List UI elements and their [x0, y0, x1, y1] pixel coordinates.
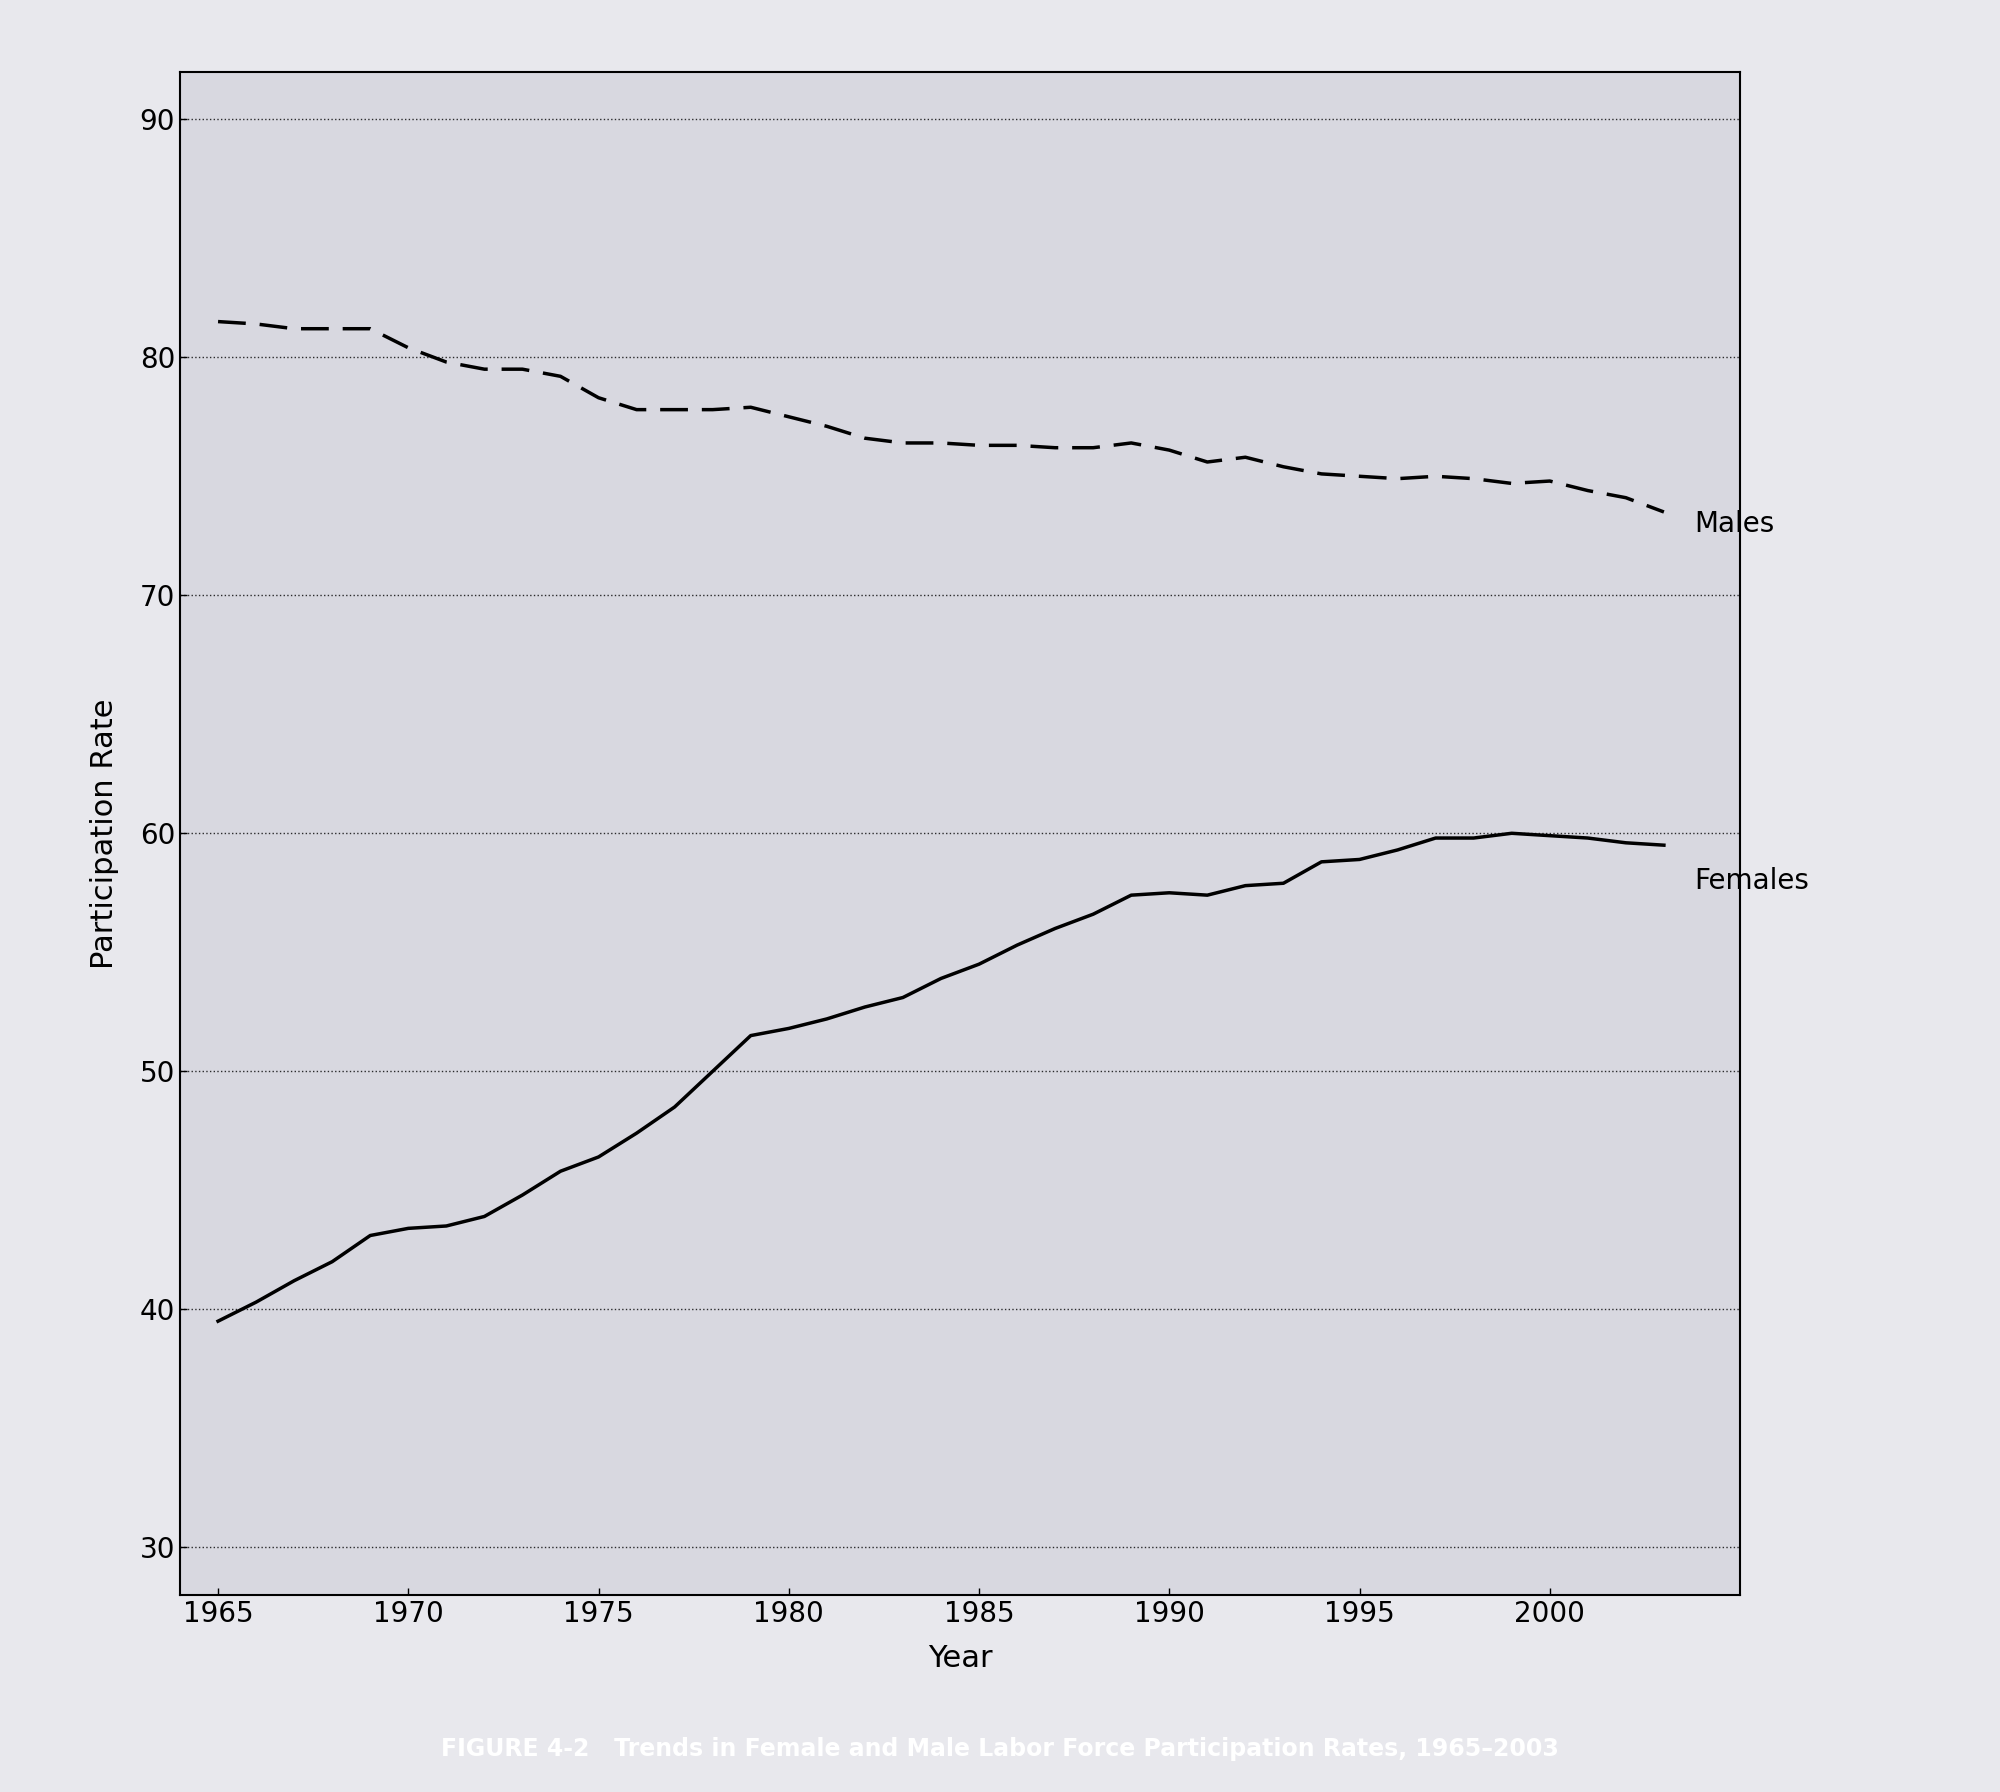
Y-axis label: Participation Rate: Participation Rate — [90, 699, 118, 968]
Text: Females: Females — [1694, 867, 1810, 894]
Text: Males: Males — [1694, 511, 1774, 538]
Text: FIGURE 4-2   Trends in Female and Male Labor Force Participation Rates, 1965–200: FIGURE 4-2 Trends in Female and Male Lab… — [442, 1736, 1558, 1762]
X-axis label: Year: Year — [928, 1645, 992, 1674]
